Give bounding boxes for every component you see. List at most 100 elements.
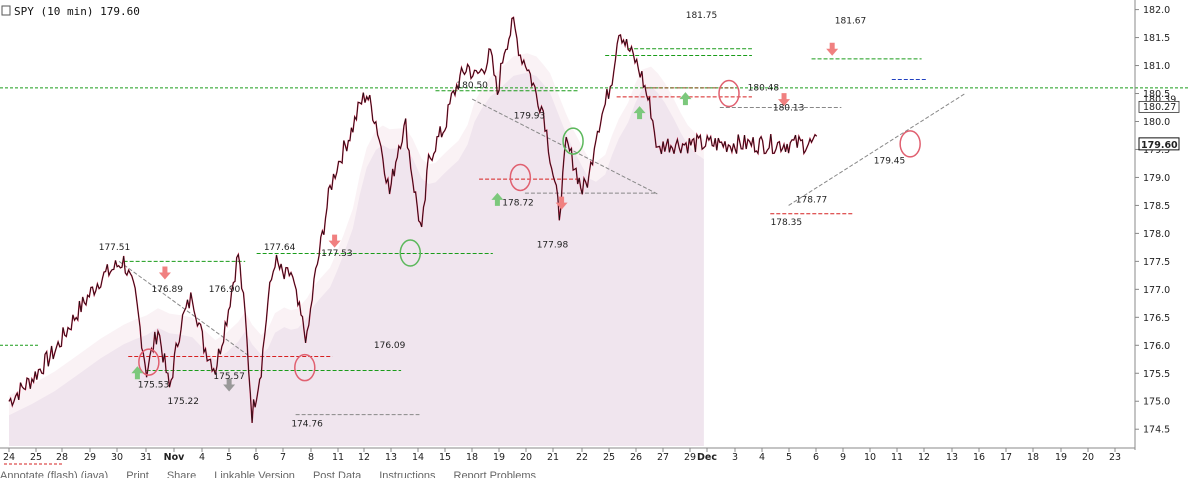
x-tick-label: 17 <box>1000 452 1012 463</box>
y-tick-label: 177.5 <box>1143 257 1170 268</box>
signal-circle <box>294 353 316 382</box>
price-label: 177.64 <box>264 243 296 253</box>
price-line <box>8 16 817 423</box>
x-tick-label: 8 <box>308 452 314 463</box>
x-tick-label: 11 <box>891 452 903 463</box>
x-tick-label: 9 <box>840 452 846 463</box>
price-label: 180.50 <box>456 81 488 91</box>
x-tick-label: 4 <box>759 452 765 463</box>
down-arrow-icon <box>778 93 791 107</box>
expand-box-icon[interactable] <box>1 5 11 16</box>
footer-link[interactable]: Print <box>126 470 149 478</box>
x-tick-label: 22 <box>576 452 588 463</box>
price-label: 180.48 <box>748 84 780 94</box>
price-label: 175.22 <box>168 397 200 407</box>
y-tick-label: 177.0 <box>1143 285 1170 296</box>
x-tick-label: 19 <box>493 452 505 463</box>
down-arrow-icon <box>826 42 839 56</box>
x-tick-label: 10 <box>864 452 876 463</box>
y-tick-label: 180.0 <box>1143 117 1170 128</box>
x-tick-label: 30 <box>111 452 123 463</box>
price-label: 176.09 <box>374 341 406 351</box>
x-tick-label: 16 <box>973 452 985 463</box>
signal-circle <box>399 239 422 267</box>
x-tick-label: 18 <box>1027 452 1039 463</box>
chart-title: SPY (10 min) 179.60 <box>14 5 140 18</box>
y-tick-label: 178.5 <box>1143 201 1170 212</box>
x-tick-label: 28 <box>56 452 68 463</box>
price-label: 177.51 <box>99 243 131 253</box>
signal-circle <box>899 130 921 158</box>
down-arrow-icon <box>158 266 171 280</box>
x-tick-label: 13 <box>946 452 958 463</box>
x-tick-label: 11 <box>332 452 344 463</box>
price-label: 180.13 <box>773 103 805 113</box>
price-label: 179.45 <box>874 156 906 166</box>
up-arrow-icon <box>491 192 504 206</box>
footer-link[interactable]: Instructions <box>379 470 436 478</box>
down-arrow-icon <box>328 234 341 248</box>
price-label: 181.67 <box>835 17 867 27</box>
upper-band-area <box>9 53 704 446</box>
trend-line <box>118 260 251 357</box>
signal-circle <box>138 348 160 376</box>
right-label: 180.39 <box>1143 95 1176 106</box>
up-arrow-icon <box>633 106 646 120</box>
price-label: 177.53 <box>321 249 353 259</box>
price-label: 176.89 <box>151 285 183 295</box>
x-tick-label: 19 <box>1055 452 1067 463</box>
footer-link[interactable]: Share <box>166 470 197 478</box>
x-tick-label: 25 <box>30 452 42 463</box>
x-tick-label: 20 <box>520 452 532 463</box>
x-tick-label: 4 <box>199 452 205 463</box>
last-price-label: 179.60 <box>1141 140 1178 151</box>
x-tick-label: 14 <box>412 452 424 463</box>
right-label: 180.27 <box>1143 102 1176 113</box>
x-tick-label: 29 <box>84 452 96 463</box>
price-label: 178.35 <box>771 218 803 228</box>
last-price-box <box>1138 137 1180 151</box>
y-tick-label: 176.5 <box>1143 313 1170 324</box>
y-tick-label: 174.5 <box>1143 425 1170 436</box>
footer-link[interactable]: Report Problems <box>453 470 537 478</box>
x-tick-label: 6 <box>253 452 259 463</box>
x-tick-label: 20 <box>1082 452 1094 463</box>
price-label: 179.93 <box>514 112 546 122</box>
x-tick-label: 27 <box>657 452 669 463</box>
footer-toolbar: Annotate (flash) (java) Print Share Linkabl… <box>0 470 1193 478</box>
price-label: 176.90 <box>209 285 241 295</box>
price-label: 178.72 <box>502 198 534 208</box>
signal-circle <box>509 163 532 192</box>
up-arrow-icon <box>131 366 144 380</box>
x-tick-label: 26 <box>630 452 642 463</box>
footer-link[interactable]: Linkable Version <box>214 470 295 478</box>
x-tick-label: 21 <box>547 452 559 463</box>
right-label-box <box>1138 100 1180 113</box>
x-tick-label: 15 <box>439 452 451 463</box>
down-arrow-icon <box>555 196 568 210</box>
price-label: 178.77 <box>796 196 828 206</box>
y-tick-label: 175.5 <box>1143 369 1170 380</box>
y-tick-label: 176.0 <box>1143 341 1170 352</box>
up-arrow-icon <box>679 92 692 106</box>
y-tick-label: 179.0 <box>1143 173 1170 184</box>
footer-link[interactable]: Annotate (flash) (java) <box>0 470 109 478</box>
price-label: 174.76 <box>291 419 323 429</box>
y-tick-label: 179.5 <box>1143 145 1170 156</box>
x-tick-label: 12 <box>358 452 370 463</box>
signal-circle <box>562 127 584 155</box>
x-tick-label: 13 <box>385 452 397 463</box>
footer-link[interactable]: Post Data <box>312 470 362 478</box>
x-tick-label: 18 <box>466 452 478 463</box>
price-label: 177.98 <box>537 240 569 250</box>
trend-line <box>788 93 966 206</box>
x-tick-label: 12 <box>918 452 930 463</box>
down-arrow-icon <box>223 378 236 392</box>
price-label: 175.53 <box>138 380 170 390</box>
x-tick-label: 24 <box>3 452 15 463</box>
x-tick-label: 25 <box>603 452 615 463</box>
y-tick-label: 182.0 <box>1143 5 1170 16</box>
y-tick-label: 175.0 <box>1143 397 1170 408</box>
y-tick-label: 178.0 <box>1143 229 1170 240</box>
